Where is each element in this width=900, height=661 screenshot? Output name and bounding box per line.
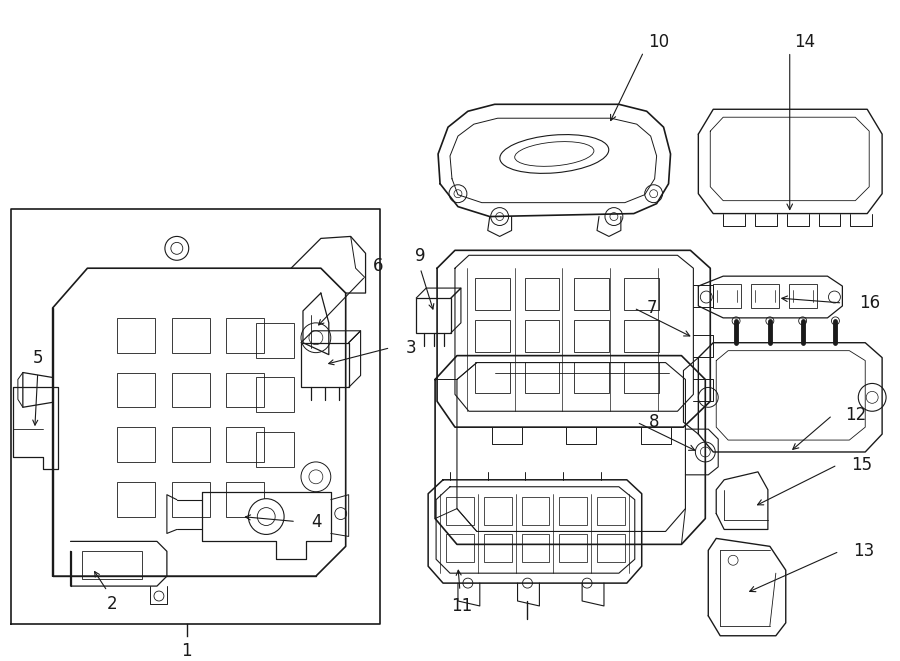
Circle shape <box>491 208 508 225</box>
Circle shape <box>257 508 275 525</box>
Bar <box>227 482 265 516</box>
Circle shape <box>798 317 806 325</box>
Bar <box>256 323 294 358</box>
Circle shape <box>309 470 323 484</box>
Circle shape <box>696 442 716 462</box>
Bar <box>525 362 559 393</box>
Circle shape <box>728 555 738 565</box>
Text: 10: 10 <box>648 33 670 51</box>
Bar <box>624 278 659 310</box>
Bar <box>624 320 659 352</box>
Bar <box>521 535 549 563</box>
Bar <box>172 373 210 407</box>
Bar <box>751 284 778 308</box>
Bar <box>521 496 549 524</box>
Text: 13: 13 <box>853 542 875 561</box>
Text: 15: 15 <box>851 456 872 474</box>
Circle shape <box>582 578 592 588</box>
Bar <box>475 362 509 393</box>
Bar <box>484 496 511 524</box>
Text: 1: 1 <box>182 642 192 660</box>
Bar <box>256 377 294 412</box>
Text: 6: 6 <box>374 257 383 275</box>
Bar <box>574 278 609 310</box>
Circle shape <box>454 190 462 198</box>
Text: 11: 11 <box>451 597 472 615</box>
Bar <box>117 318 155 353</box>
Bar <box>597 496 625 524</box>
Bar <box>597 535 625 563</box>
Bar <box>117 427 155 462</box>
Bar <box>446 535 473 563</box>
Bar <box>227 373 265 407</box>
Bar <box>475 320 509 352</box>
Circle shape <box>700 291 712 303</box>
Bar <box>446 496 473 524</box>
Circle shape <box>301 462 331 492</box>
Text: 5: 5 <box>32 348 43 367</box>
Circle shape <box>309 330 323 344</box>
Bar <box>172 427 210 462</box>
Text: 14: 14 <box>794 33 815 51</box>
Bar <box>788 284 816 308</box>
Text: 7: 7 <box>647 299 657 317</box>
Text: 2: 2 <box>107 595 118 613</box>
Bar <box>172 318 210 353</box>
Bar <box>475 278 509 310</box>
Bar <box>301 342 348 387</box>
Circle shape <box>248 498 284 535</box>
Circle shape <box>829 291 841 303</box>
Bar <box>227 318 265 353</box>
Circle shape <box>301 323 331 353</box>
Text: 9: 9 <box>415 247 426 265</box>
Bar <box>83 551 142 579</box>
Circle shape <box>700 447 710 457</box>
Bar <box>256 432 294 467</box>
Bar <box>525 320 559 352</box>
Text: 4: 4 <box>310 512 321 531</box>
Bar <box>117 482 155 516</box>
Bar <box>525 278 559 310</box>
Bar <box>574 320 609 352</box>
Bar <box>574 362 609 393</box>
Text: 3: 3 <box>405 338 416 357</box>
Circle shape <box>610 213 618 221</box>
Bar <box>713 284 741 308</box>
Circle shape <box>698 387 718 407</box>
Text: 12: 12 <box>845 407 867 424</box>
Circle shape <box>463 578 473 588</box>
Circle shape <box>154 591 164 601</box>
Bar <box>559 496 587 524</box>
Bar <box>117 373 155 407</box>
Circle shape <box>449 185 467 203</box>
Circle shape <box>335 508 346 520</box>
Circle shape <box>732 317 740 325</box>
Circle shape <box>496 213 504 221</box>
Bar <box>559 535 587 563</box>
Bar <box>227 427 265 462</box>
Circle shape <box>605 208 623 225</box>
Text: 16: 16 <box>860 294 880 312</box>
Circle shape <box>766 317 774 325</box>
Bar <box>624 362 659 393</box>
Circle shape <box>650 190 658 198</box>
Bar <box>416 298 451 332</box>
Text: 8: 8 <box>649 413 659 431</box>
Bar <box>172 482 210 516</box>
Circle shape <box>859 383 886 411</box>
Circle shape <box>866 391 878 403</box>
Circle shape <box>832 317 840 325</box>
Circle shape <box>644 185 662 203</box>
Circle shape <box>523 578 533 588</box>
Circle shape <box>165 237 189 260</box>
Bar <box>484 535 511 563</box>
Circle shape <box>171 243 183 254</box>
